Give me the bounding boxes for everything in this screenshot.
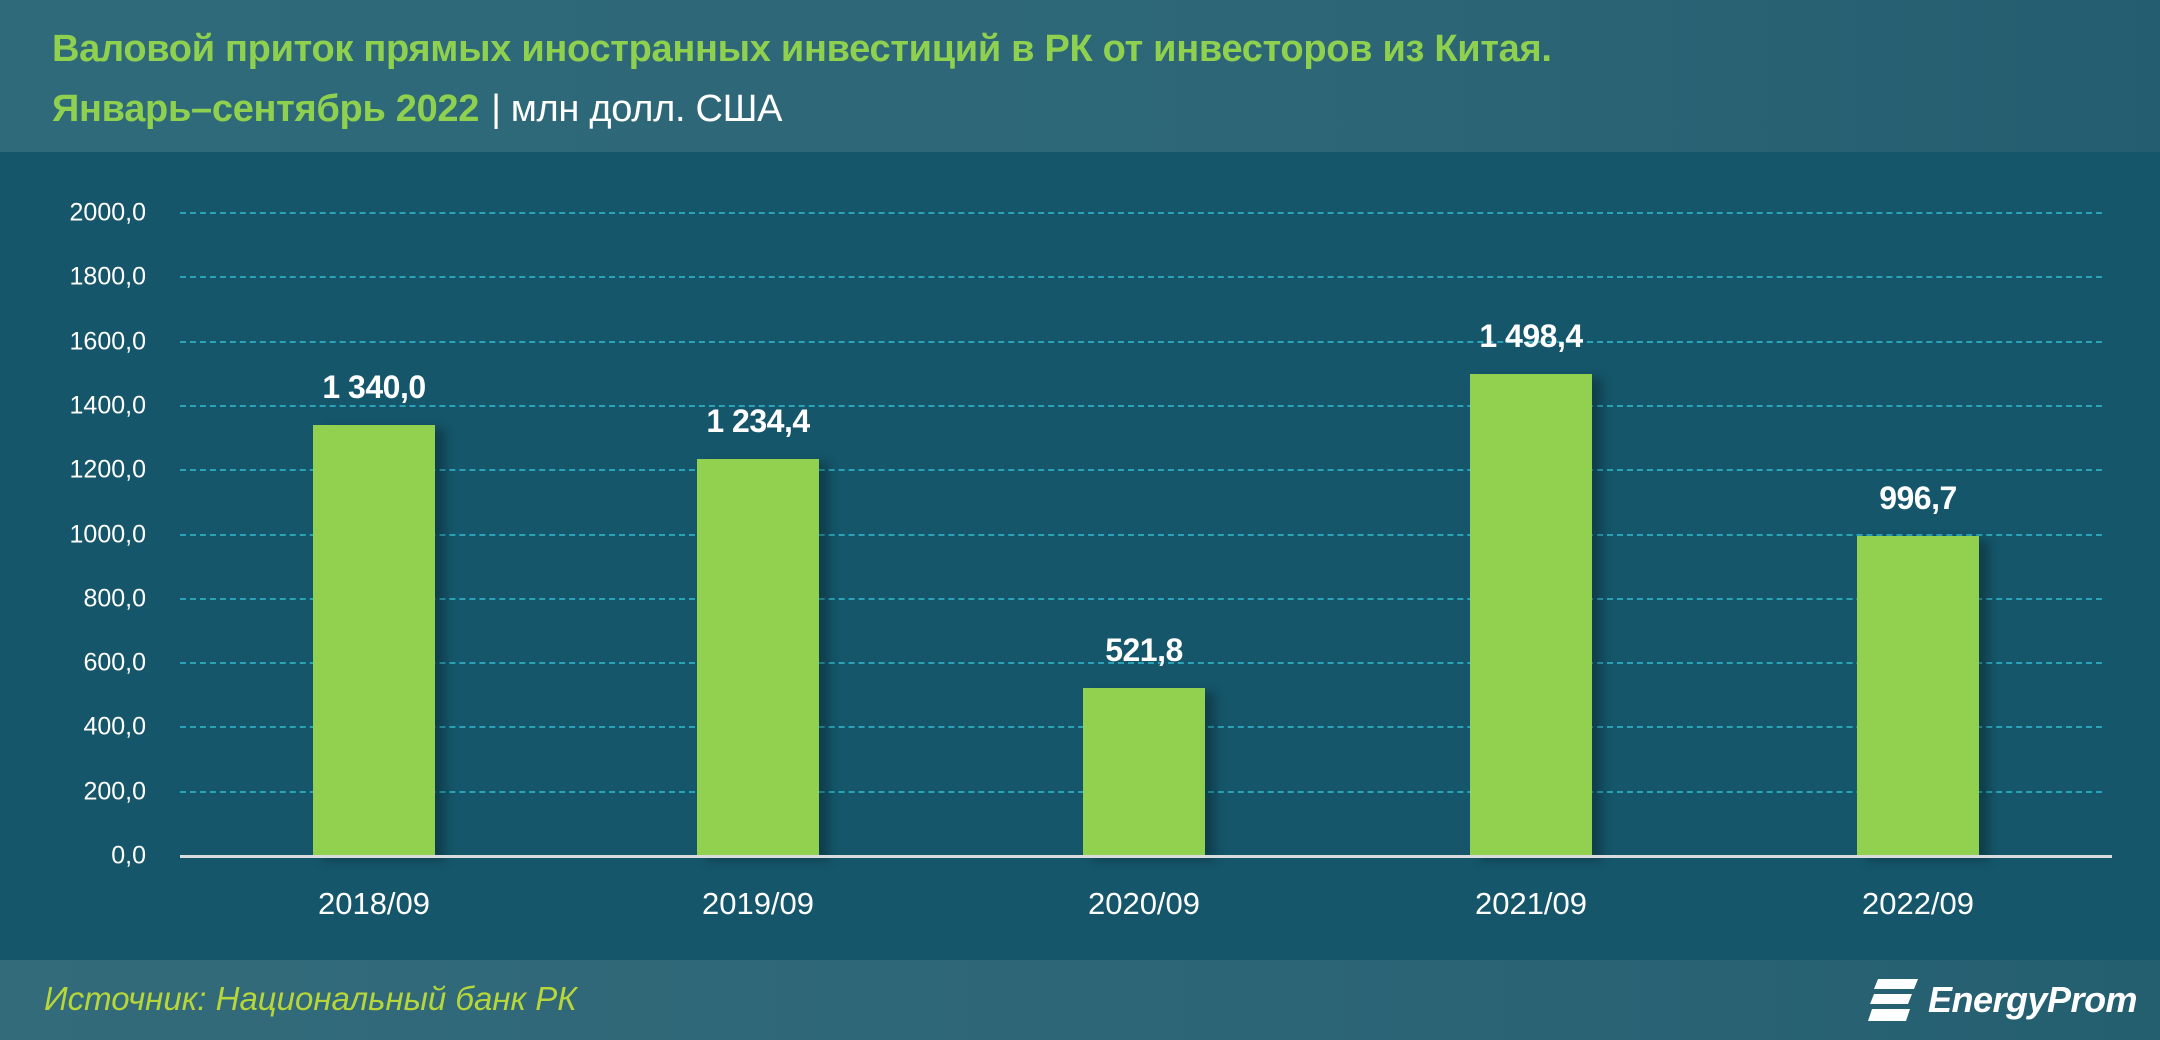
y-axis-tick-label: 600,0 (83, 648, 146, 677)
y-axis-tick-label: 1000,0 (69, 520, 146, 548)
bar-2022-09 (1857, 535, 1979, 856)
y-axis-tick-label: 400,0 (83, 712, 146, 741)
bar-2020-09 (1083, 688, 1205, 856)
x-axis-line (180, 855, 2112, 858)
y-axis-tick-label: 200,0 (83, 777, 146, 806)
bar-2021-09 (1470, 374, 1592, 856)
y-axis-tick-label: 0,0 (111, 841, 146, 870)
energyprom-logo-icon (1868, 979, 1918, 1021)
x-axis-tick-label: 2019/09 (701, 886, 815, 921)
gridline (180, 597, 2102, 600)
gridline (180, 212, 2102, 214)
x-axis-tick-label: 2021/09 (1474, 886, 1588, 921)
y-axis-tick-label: 2000,0 (69, 198, 146, 227)
bar-value-label: 521,8 (1105, 632, 1183, 669)
y-axis-tick-label: 1400,0 (69, 391, 146, 420)
plot-area: 0,0 200,0 400,0 600,0 800,0 1000,0 1200,0 1400,… (0, 152, 2160, 960)
chart-title: Валовой приток прямых иностранных инвест… (52, 28, 1552, 70)
x-axis-tick-label: 2018/09 (317, 886, 431, 921)
gridline (180, 404, 2102, 407)
chart-footer: Источник: Национальный банк РК EnergyPro… (0, 960, 2160, 1040)
x-axis-tick-label: 2020/09 (1087, 886, 1201, 921)
x-axis-tick-label: 2022/09 (1861, 886, 1975, 921)
bar-value-label: 996,7 (1879, 479, 1957, 516)
y-axis-tick-label: 1800,0 (69, 262, 146, 291)
bar-2018-09 (313, 425, 435, 856)
chart-header: Валовой приток прямых иностранных инвест… (0, 0, 2160, 152)
gridline (180, 276, 2102, 279)
gridline (180, 533, 2102, 536)
bar-value-label: 1 340,0 (322, 369, 426, 406)
gridline (180, 469, 2102, 472)
gridline (180, 340, 2102, 343)
title-separator: | (491, 88, 501, 130)
chart-period: Январь–сентябрь 2022 (52, 88, 480, 130)
source-note: Источник: Национальный банк РК (44, 980, 577, 1017)
y-axis-tick-label: 800,0 (83, 584, 146, 613)
logo-text: EnergyProm (1928, 979, 2138, 1020)
bar-value-label: 1 234,4 (706, 403, 810, 440)
y-axis-tick-label: 1600,0 (69, 327, 146, 356)
chart-unit: млн долл. США (510, 88, 783, 130)
bar-value-label: 1 498,4 (1479, 318, 1583, 355)
y-axis-tick-label: 1200,0 (69, 455, 146, 484)
energyprom-logo: EnergyProm (1868, 974, 2138, 1026)
gridline (180, 662, 2102, 665)
chart-subtitle: Январь–сентябрь 2022 | млн долл. США (52, 88, 782, 131)
bar-2019-09 (697, 459, 819, 856)
